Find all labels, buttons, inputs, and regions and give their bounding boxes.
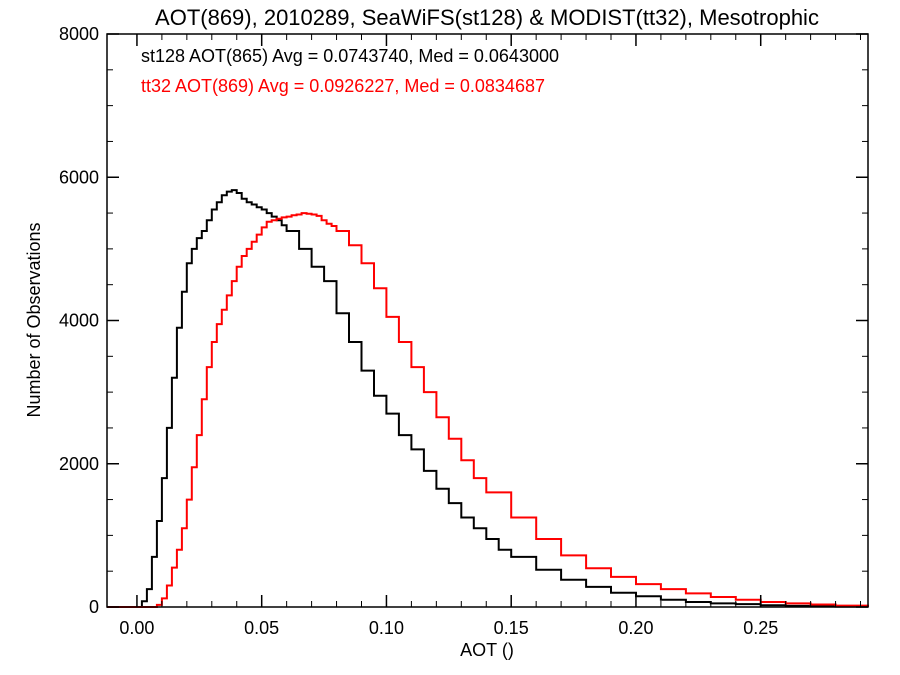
- y-tick-label: 8000: [59, 24, 99, 44]
- series-line-0: [107, 189, 869, 608]
- x-tick-label: 0.10: [369, 618, 404, 638]
- y-tick-label: 0: [89, 597, 99, 617]
- y-axis: 0 2000 4000 6000 8000: [59, 24, 868, 617]
- x-tick-label: 0.25: [743, 618, 778, 638]
- annotation-st128-stats: st128 AOT(865) Avg = 0.0743740, Med = 0.…: [141, 46, 559, 66]
- x-tick-label: 0.05: [244, 618, 279, 638]
- x-axis: 0.00 0.05 0.10 0.15 0.20 0.25: [119, 34, 862, 638]
- y-tick-label: 6000: [59, 167, 99, 187]
- x-axis-label: AOT (): [460, 640, 514, 660]
- chart-title: AOT(869), 2010289, SeaWiFS(st128) & MODI…: [155, 5, 819, 30]
- x-tick-label: 0.00: [119, 618, 154, 638]
- series-line-1: [107, 212, 869, 608]
- annotation-tt32-stats: tt32 AOT(869) Avg = 0.0926227, Med = 0.0…: [141, 76, 545, 96]
- y-axis-label: Number of Observations: [24, 222, 44, 417]
- x-tick-label: 0.15: [494, 618, 529, 638]
- y-tick-label: 4000: [59, 311, 99, 331]
- x-tick-label: 0.20: [618, 618, 653, 638]
- y-tick-label: 2000: [59, 454, 99, 474]
- series-layer: [107, 189, 869, 608]
